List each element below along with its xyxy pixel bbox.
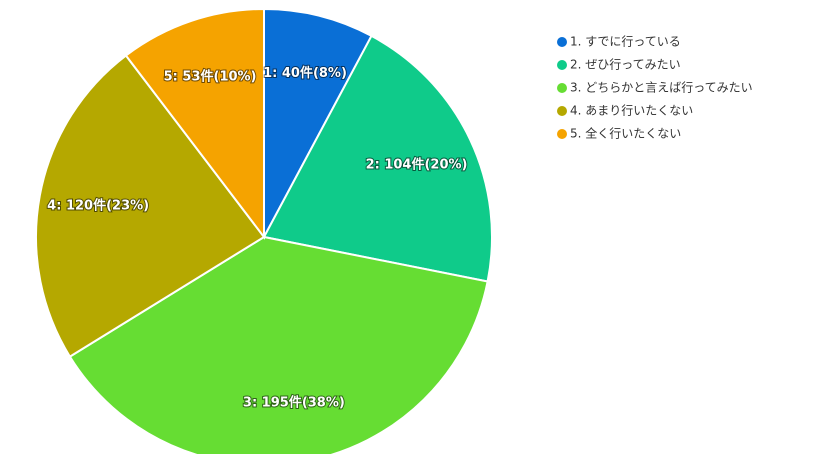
slice-label: 3: 195件(38%) (243, 395, 345, 411)
legend-text: 4. あまり行いたくない (570, 104, 693, 118)
slice-label: 1: 40件(8%) (263, 65, 347, 81)
legend-text: 1. すでに行っている (570, 35, 681, 49)
legend-swatch (557, 60, 567, 70)
pie-slice (68, 235, 489, 454)
pie-slice (35, 54, 266, 358)
legend-swatch (557, 37, 567, 47)
legend-swatch (557, 83, 567, 93)
legend-text: 5. 全く行いたくない (570, 126, 681, 141)
pie-slice (262, 34, 493, 283)
pie-slice (263, 7, 373, 238)
legend-text: 3. どちらかと言えば行ってみたい (570, 81, 753, 95)
legend-text: 2. ぜひ行ってみたい (570, 58, 681, 72)
slice-label: 5: 53件(10%) (164, 69, 257, 85)
pie-slice (124, 7, 265, 240)
legend-swatch (557, 129, 567, 139)
slice-label: 2: 104件(20%) (366, 156, 468, 172)
legend-swatch (557, 106, 567, 116)
slice-label: 4: 120件(23%) (47, 198, 149, 214)
